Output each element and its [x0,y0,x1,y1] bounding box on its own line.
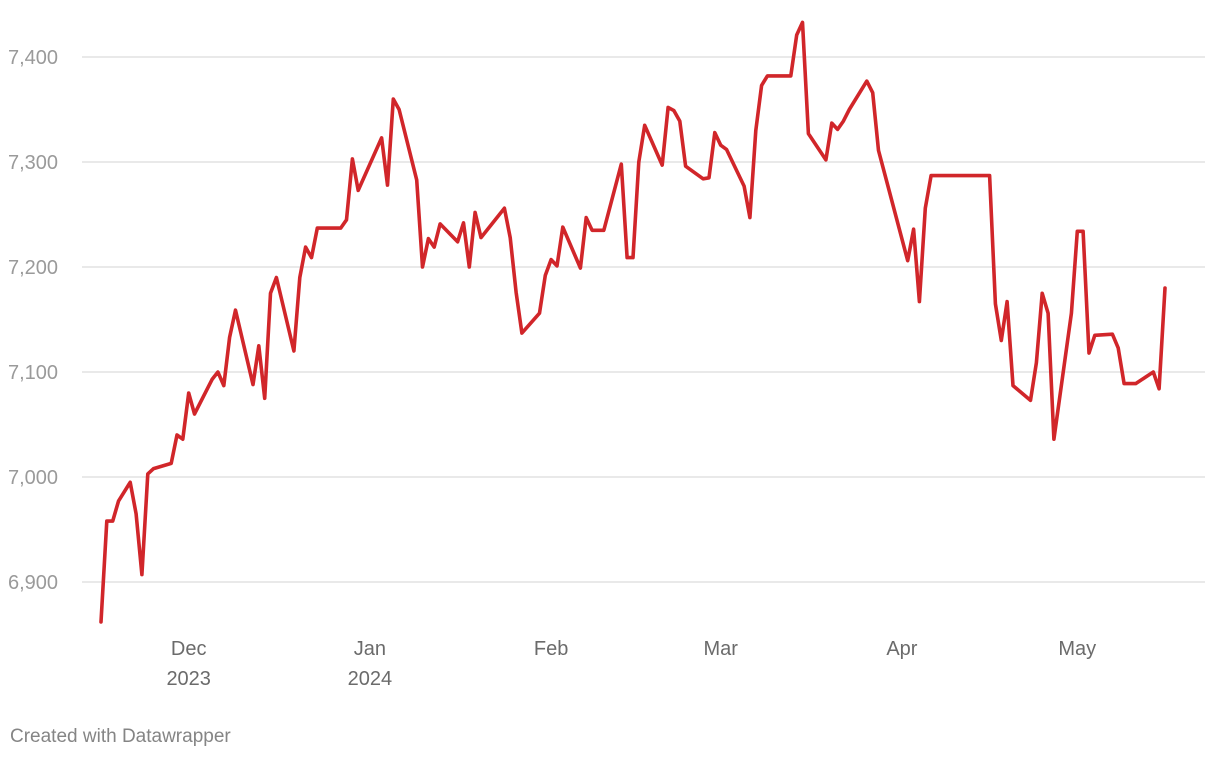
x-tick-year-2024: 2024 [348,668,393,690]
series-line-0 [99,20,1167,624]
x-tick-label-feb: Feb [534,638,568,660]
x-tick-label-apr: Apr [886,638,917,660]
y-tick-label-7200: 7,200 [8,257,58,279]
x-tick-label-dec: Dec [171,638,207,660]
series-lines [99,20,1167,624]
datawrapper-credit: Created with Datawrapper [10,726,231,747]
y-tick-label-7100: 7,100 [8,362,58,384]
y-axis-tick-labels: 6,900 7,000 7,100 7,200 7,300 7,400 [8,47,58,594]
y-tick-label-7000: 7,000 [8,467,58,489]
y-tick-label-7400: 7,400 [8,47,58,69]
x-tick-label-jan: Jan [354,638,386,660]
line-chart: 6,900 7,000 7,100 7,200 7,300 7,400 Dec 2023 Ja… [8,20,1205,690]
gridlines [82,56,1205,583]
x-axis-tick-labels: Dec 2023 Jan 2024 Feb Mar Apr May [166,638,1096,690]
x-tick-label-may: May [1058,638,1096,660]
x-tick-label-mar: Mar [703,638,738,660]
x-tick-year-2023: 2023 [166,668,211,690]
y-tick-label-6900: 6,900 [8,572,58,594]
y-tick-label-7300: 7,300 [8,152,58,174]
